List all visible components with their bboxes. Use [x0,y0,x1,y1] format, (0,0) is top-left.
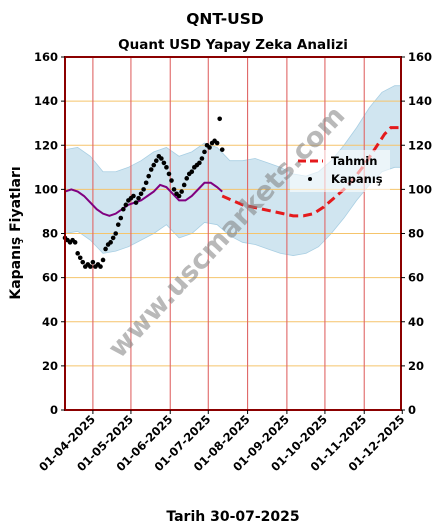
y-tick-label-right: 80 [408,227,424,241]
close-point [219,147,225,152]
close-point [75,251,80,256]
close-point [113,231,119,236]
close-point [181,182,187,188]
close-point [171,187,177,192]
y-tick-label-right: 100 [408,182,432,196]
close-point [146,173,151,179]
close-point [90,259,96,265]
y-tick-label-right: 140 [408,94,432,108]
close-point [179,189,184,194]
y-tick-label-left: 20 [42,359,58,373]
y-tick-label-left: 40 [42,315,58,329]
legend-forecast-label: Tahmin [331,154,377,168]
y-tick-label-left: 160 [34,50,58,64]
close-point [123,202,129,208]
close-point [166,171,172,177]
close-point [164,165,169,170]
close-point [115,222,121,227]
close-point [118,215,124,221]
close-point [141,187,146,192]
close-point [161,160,167,166]
legend-close-swatch [308,177,312,181]
close-point [72,240,78,245]
close-point [214,140,220,146]
close-point [151,162,157,168]
legend-close-label: Kapanış [331,172,383,186]
y-tick-label-right: 20 [408,359,424,373]
close-point [103,246,108,252]
close-point [77,255,83,261]
close-point [110,235,116,241]
y-tick-label-right: 160 [408,50,432,64]
moving-average-line [64,181,223,217]
close-point [133,200,139,205]
chart-title: QNT-USD [186,10,264,28]
close-point [202,149,207,155]
forecast-line [221,126,401,218]
close-point [143,180,149,186]
close-point [189,169,195,175]
close-point [207,145,212,150]
close-point [121,206,126,212]
y-tick-label-right: 60 [408,271,424,285]
close-point [159,156,164,161]
close-point [148,167,154,172]
y-tick-label-left: 80 [42,227,58,241]
y-tick-label-right: 120 [408,138,432,152]
close-point [131,193,136,199]
close-point [199,156,205,161]
close-point [184,176,190,181]
close-point [197,160,202,166]
close-point [138,191,144,197]
y-tick-label-right: 40 [408,315,424,329]
y-tick-label-left: 0 [50,403,58,417]
legend: Tahmin Kapanış [290,150,390,192]
x-axis-label: Tarih 30-07-2025 [166,509,299,525]
close-point [217,116,222,122]
close-point [169,178,174,183]
close-point [98,264,103,269]
y-axis-label: Kapanış Fiyatları [8,166,24,299]
y-tick-label-right: 0 [408,403,416,417]
y-tick-label-left: 100 [34,182,58,196]
close-point [100,257,106,263]
chart-subtitle: Quant USD Yapay Zeka Analizi [118,37,348,53]
close-point [153,158,159,163]
y-tick-label-left: 120 [34,138,58,152]
close-point [108,240,113,245]
close-point [136,195,141,201]
close-point [80,259,86,265]
legend-box [290,150,390,192]
y-tick-label-left: 60 [42,271,58,285]
close-point [88,264,93,269]
y-tick-label-left: 140 [34,94,58,108]
close-point [176,193,182,199]
